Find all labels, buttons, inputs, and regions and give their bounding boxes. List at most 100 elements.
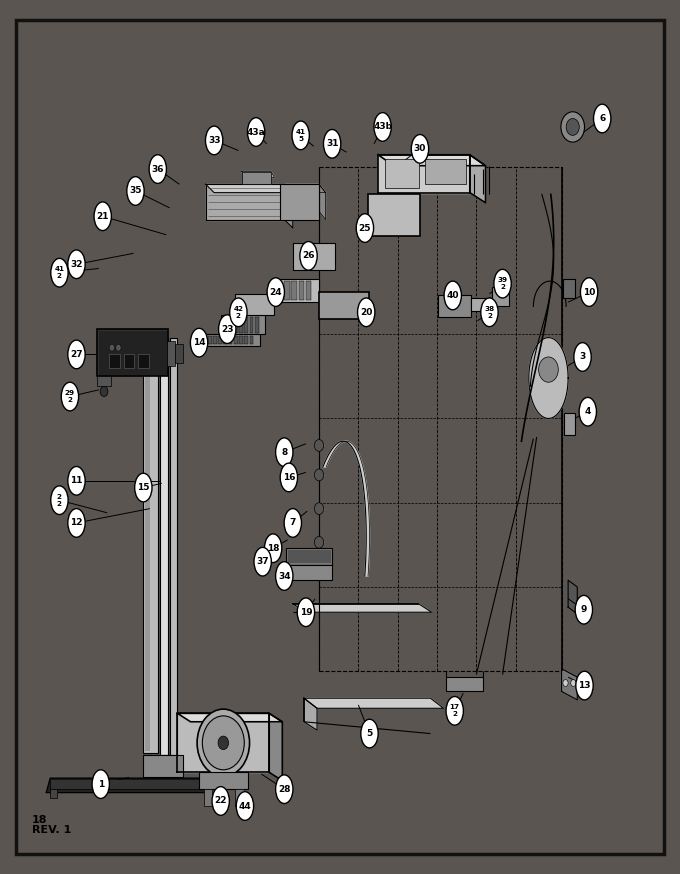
Text: 22: 22 bbox=[214, 796, 227, 806]
Text: 34: 34 bbox=[278, 572, 290, 580]
Ellipse shape bbox=[374, 113, 391, 142]
Ellipse shape bbox=[356, 214, 373, 242]
Text: 36: 36 bbox=[152, 164, 164, 174]
Text: 1: 1 bbox=[98, 780, 104, 788]
Bar bbox=[250, 336, 254, 344]
Text: 16: 16 bbox=[283, 473, 295, 482]
Polygon shape bbox=[568, 115, 584, 135]
Text: 44: 44 bbox=[239, 801, 252, 810]
Ellipse shape bbox=[444, 281, 462, 309]
Bar bbox=[425, 159, 466, 184]
Bar bbox=[97, 377, 111, 386]
Text: 13: 13 bbox=[578, 681, 591, 690]
Bar bbox=[213, 336, 217, 344]
Circle shape bbox=[314, 537, 324, 548]
Bar bbox=[286, 565, 332, 580]
Text: 14: 14 bbox=[192, 338, 205, 347]
Ellipse shape bbox=[267, 278, 284, 307]
Polygon shape bbox=[319, 184, 326, 219]
Bar bbox=[207, 336, 211, 344]
Text: 40: 40 bbox=[447, 291, 459, 300]
Ellipse shape bbox=[190, 329, 207, 357]
Ellipse shape bbox=[581, 278, 598, 307]
Bar bbox=[203, 789, 212, 806]
Text: 35: 35 bbox=[129, 186, 141, 196]
Polygon shape bbox=[304, 698, 443, 708]
Bar bbox=[97, 329, 168, 377]
Bar bbox=[275, 279, 319, 302]
Circle shape bbox=[197, 709, 250, 776]
Bar bbox=[169, 337, 177, 755]
Text: 43a: 43a bbox=[247, 128, 265, 136]
Ellipse shape bbox=[280, 463, 298, 492]
Ellipse shape bbox=[411, 135, 428, 163]
Bar bbox=[286, 548, 332, 565]
Bar bbox=[124, 355, 134, 368]
Bar bbox=[564, 413, 575, 435]
Text: 31: 31 bbox=[326, 139, 339, 149]
Text: 18: 18 bbox=[32, 815, 48, 824]
Circle shape bbox=[314, 469, 324, 481]
Bar bbox=[439, 295, 471, 317]
Text: 41
2: 41 2 bbox=[54, 267, 65, 279]
Ellipse shape bbox=[284, 509, 301, 538]
Circle shape bbox=[314, 440, 324, 451]
Bar bbox=[299, 281, 304, 300]
Text: 10: 10 bbox=[583, 288, 595, 296]
Ellipse shape bbox=[254, 547, 271, 576]
Ellipse shape bbox=[579, 398, 596, 426]
Circle shape bbox=[571, 680, 576, 686]
Bar bbox=[492, 287, 509, 307]
Ellipse shape bbox=[275, 775, 293, 803]
Ellipse shape bbox=[135, 473, 152, 502]
Text: 27: 27 bbox=[70, 350, 83, 359]
Ellipse shape bbox=[126, 177, 144, 205]
Text: 6: 6 bbox=[599, 114, 605, 123]
Ellipse shape bbox=[248, 118, 265, 146]
Polygon shape bbox=[177, 713, 282, 722]
Ellipse shape bbox=[68, 340, 85, 369]
Bar bbox=[223, 316, 227, 332]
Bar bbox=[446, 677, 483, 691]
Bar bbox=[385, 159, 419, 189]
Bar bbox=[175, 344, 183, 363]
Ellipse shape bbox=[576, 671, 593, 700]
Bar bbox=[471, 298, 492, 310]
Bar bbox=[244, 336, 248, 344]
Ellipse shape bbox=[149, 155, 167, 184]
Polygon shape bbox=[529, 337, 568, 419]
Text: 26: 26 bbox=[303, 252, 315, 260]
Ellipse shape bbox=[51, 486, 68, 515]
Text: 18: 18 bbox=[267, 544, 279, 552]
Bar bbox=[239, 336, 243, 344]
Circle shape bbox=[539, 357, 558, 382]
Ellipse shape bbox=[494, 269, 511, 298]
Circle shape bbox=[218, 736, 228, 750]
Bar bbox=[319, 292, 369, 319]
Text: 11: 11 bbox=[70, 476, 83, 485]
Ellipse shape bbox=[358, 298, 375, 327]
Bar bbox=[293, 243, 335, 270]
Polygon shape bbox=[279, 184, 326, 192]
Circle shape bbox=[314, 503, 324, 515]
Bar bbox=[279, 184, 319, 219]
Bar bbox=[160, 337, 168, 755]
Polygon shape bbox=[177, 713, 269, 773]
Bar bbox=[205, 334, 260, 346]
Text: 3: 3 bbox=[579, 352, 585, 362]
Ellipse shape bbox=[481, 298, 498, 327]
Text: 15: 15 bbox=[137, 483, 150, 492]
Polygon shape bbox=[241, 171, 275, 177]
Text: 30: 30 bbox=[414, 144, 426, 153]
Text: 19: 19 bbox=[300, 607, 312, 617]
Text: 20: 20 bbox=[360, 308, 373, 316]
Text: 17
2: 17 2 bbox=[449, 704, 460, 718]
Bar bbox=[138, 355, 149, 368]
Bar bbox=[234, 336, 238, 344]
Circle shape bbox=[563, 680, 568, 686]
Polygon shape bbox=[568, 580, 577, 614]
Ellipse shape bbox=[292, 121, 309, 149]
Text: 28: 28 bbox=[278, 785, 290, 794]
Bar bbox=[277, 281, 282, 300]
Ellipse shape bbox=[446, 697, 463, 725]
